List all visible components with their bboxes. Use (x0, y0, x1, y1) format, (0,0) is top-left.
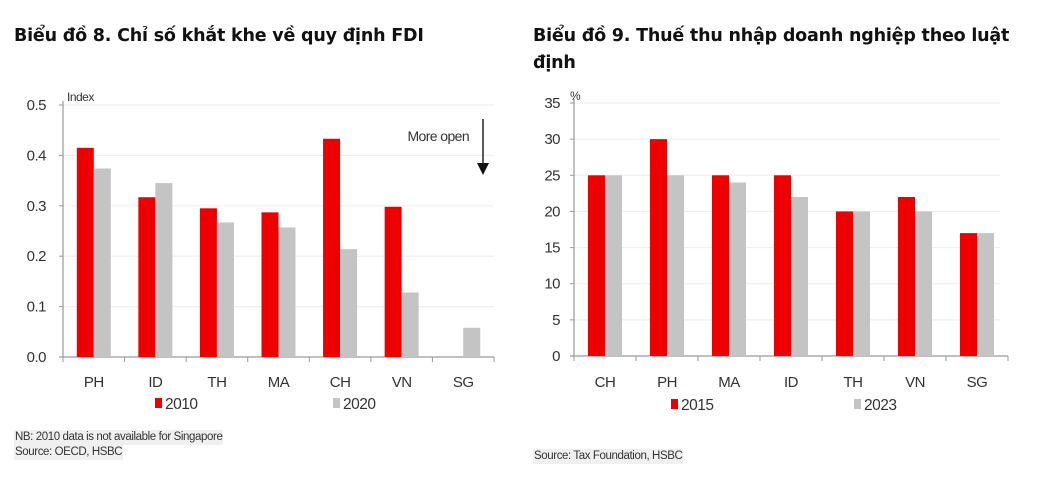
chart-8-title: Biểu đồ 8. Chỉ số khắt khe về quy định F… (14, 26, 424, 46)
y-tick-label: 0.3 (27, 198, 47, 215)
bar-2023-ID (791, 196, 808, 356)
bar-2010-TH (199, 208, 217, 357)
y-tick-label: 5 (552, 312, 560, 329)
legend-label-2015: 2015 (681, 397, 713, 414)
y-tick-label: 0.4 (27, 147, 47, 164)
bar-2023-CH (605, 175, 622, 356)
bar-2023-MA (729, 182, 746, 356)
x-category-label: TH (207, 374, 226, 391)
more-open-annotation: More open (407, 128, 469, 144)
y-tick-label: 0.5 (27, 97, 47, 114)
x-category-label: SG (967, 374, 988, 391)
y-tick-label: 30 (544, 131, 560, 148)
y-tick-label: 10 (544, 276, 560, 293)
x-category-label: ID (784, 374, 799, 391)
legend-swatch-2020 (333, 398, 340, 408)
x-category-label: MA (268, 374, 290, 391)
bar-2020-SG (463, 327, 481, 357)
bar-2015-CH (588, 175, 605, 356)
legend-swatch-2010 (155, 398, 162, 408)
bar-2015-ID (774, 175, 791, 356)
x-category-label: VN (905, 374, 925, 391)
x-category-label: PH (657, 374, 677, 391)
bar-2023-PH (667, 175, 684, 356)
y-tick-label: 0.0 (27, 349, 47, 366)
bar-2023-SG (977, 233, 994, 356)
arrow-down-head-icon (477, 163, 489, 175)
y-tick-label: 35 (544, 95, 560, 112)
x-category-label: CH (330, 374, 351, 391)
bar-2020-ID (155, 183, 173, 357)
legend-label-2020: 2020 (343, 396, 376, 413)
legend-swatch-2015 (671, 399, 678, 409)
bar-2015-SG (960, 233, 977, 356)
chart-9-source: Source: Tax Foundation, HSBC (533, 449, 684, 464)
bar-2010-MA (261, 212, 279, 357)
chart-9-title: Biểu đồ 9. Thuế thu nhập doanh nghiệp th… (533, 26, 1010, 73)
bar-2010-PH (76, 147, 94, 357)
y-tick-label: 15 (544, 240, 560, 257)
bar-2010-ID (138, 197, 156, 357)
x-category-label: CH (595, 374, 616, 391)
x-category-label: ID (148, 374, 163, 391)
x-category-label: PH (84, 374, 104, 391)
bar-2020-MA (278, 227, 296, 357)
bar-2015-MA (712, 175, 729, 356)
y-tick-label: 0.1 (27, 299, 47, 316)
x-category-label: VN (392, 374, 412, 391)
x-category-label: MA (718, 374, 740, 391)
bar-2015-TH (836, 211, 853, 356)
bar-2020-VN (401, 292, 419, 357)
x-category-label: TH (844, 374, 863, 391)
bar-2010-VN (384, 206, 402, 357)
y-tick-label: 0.2 (27, 248, 47, 265)
bar-2020-TH (216, 222, 234, 357)
chart-8-source: Source: OECD, HSBC (14, 445, 124, 460)
bar-2020-PH (93, 168, 111, 357)
bar-2020-CH (340, 249, 358, 357)
chart-8-note: NB: 2010 data is not available for Singa… (14, 430, 224, 445)
x-category-label: SG (453, 374, 474, 391)
legend-label-2010: 2010 (165, 396, 198, 413)
bar-2010-CH (323, 138, 341, 357)
bar-2015-PH (650, 139, 667, 356)
y-axis-unit-label: % (570, 89, 581, 103)
bar-2015-VN (898, 196, 915, 356)
y-axis-unit-label: Index (67, 90, 94, 104)
bar-2023-TH (853, 211, 870, 356)
y-tick-label: 20 (544, 203, 560, 220)
y-tick-label: 25 (544, 167, 560, 184)
legend-label-2023: 2023 (864, 397, 896, 414)
legend-swatch-2023 (854, 399, 861, 409)
bar-2023-VN (915, 211, 932, 356)
y-tick-label: 0 (552, 348, 560, 365)
